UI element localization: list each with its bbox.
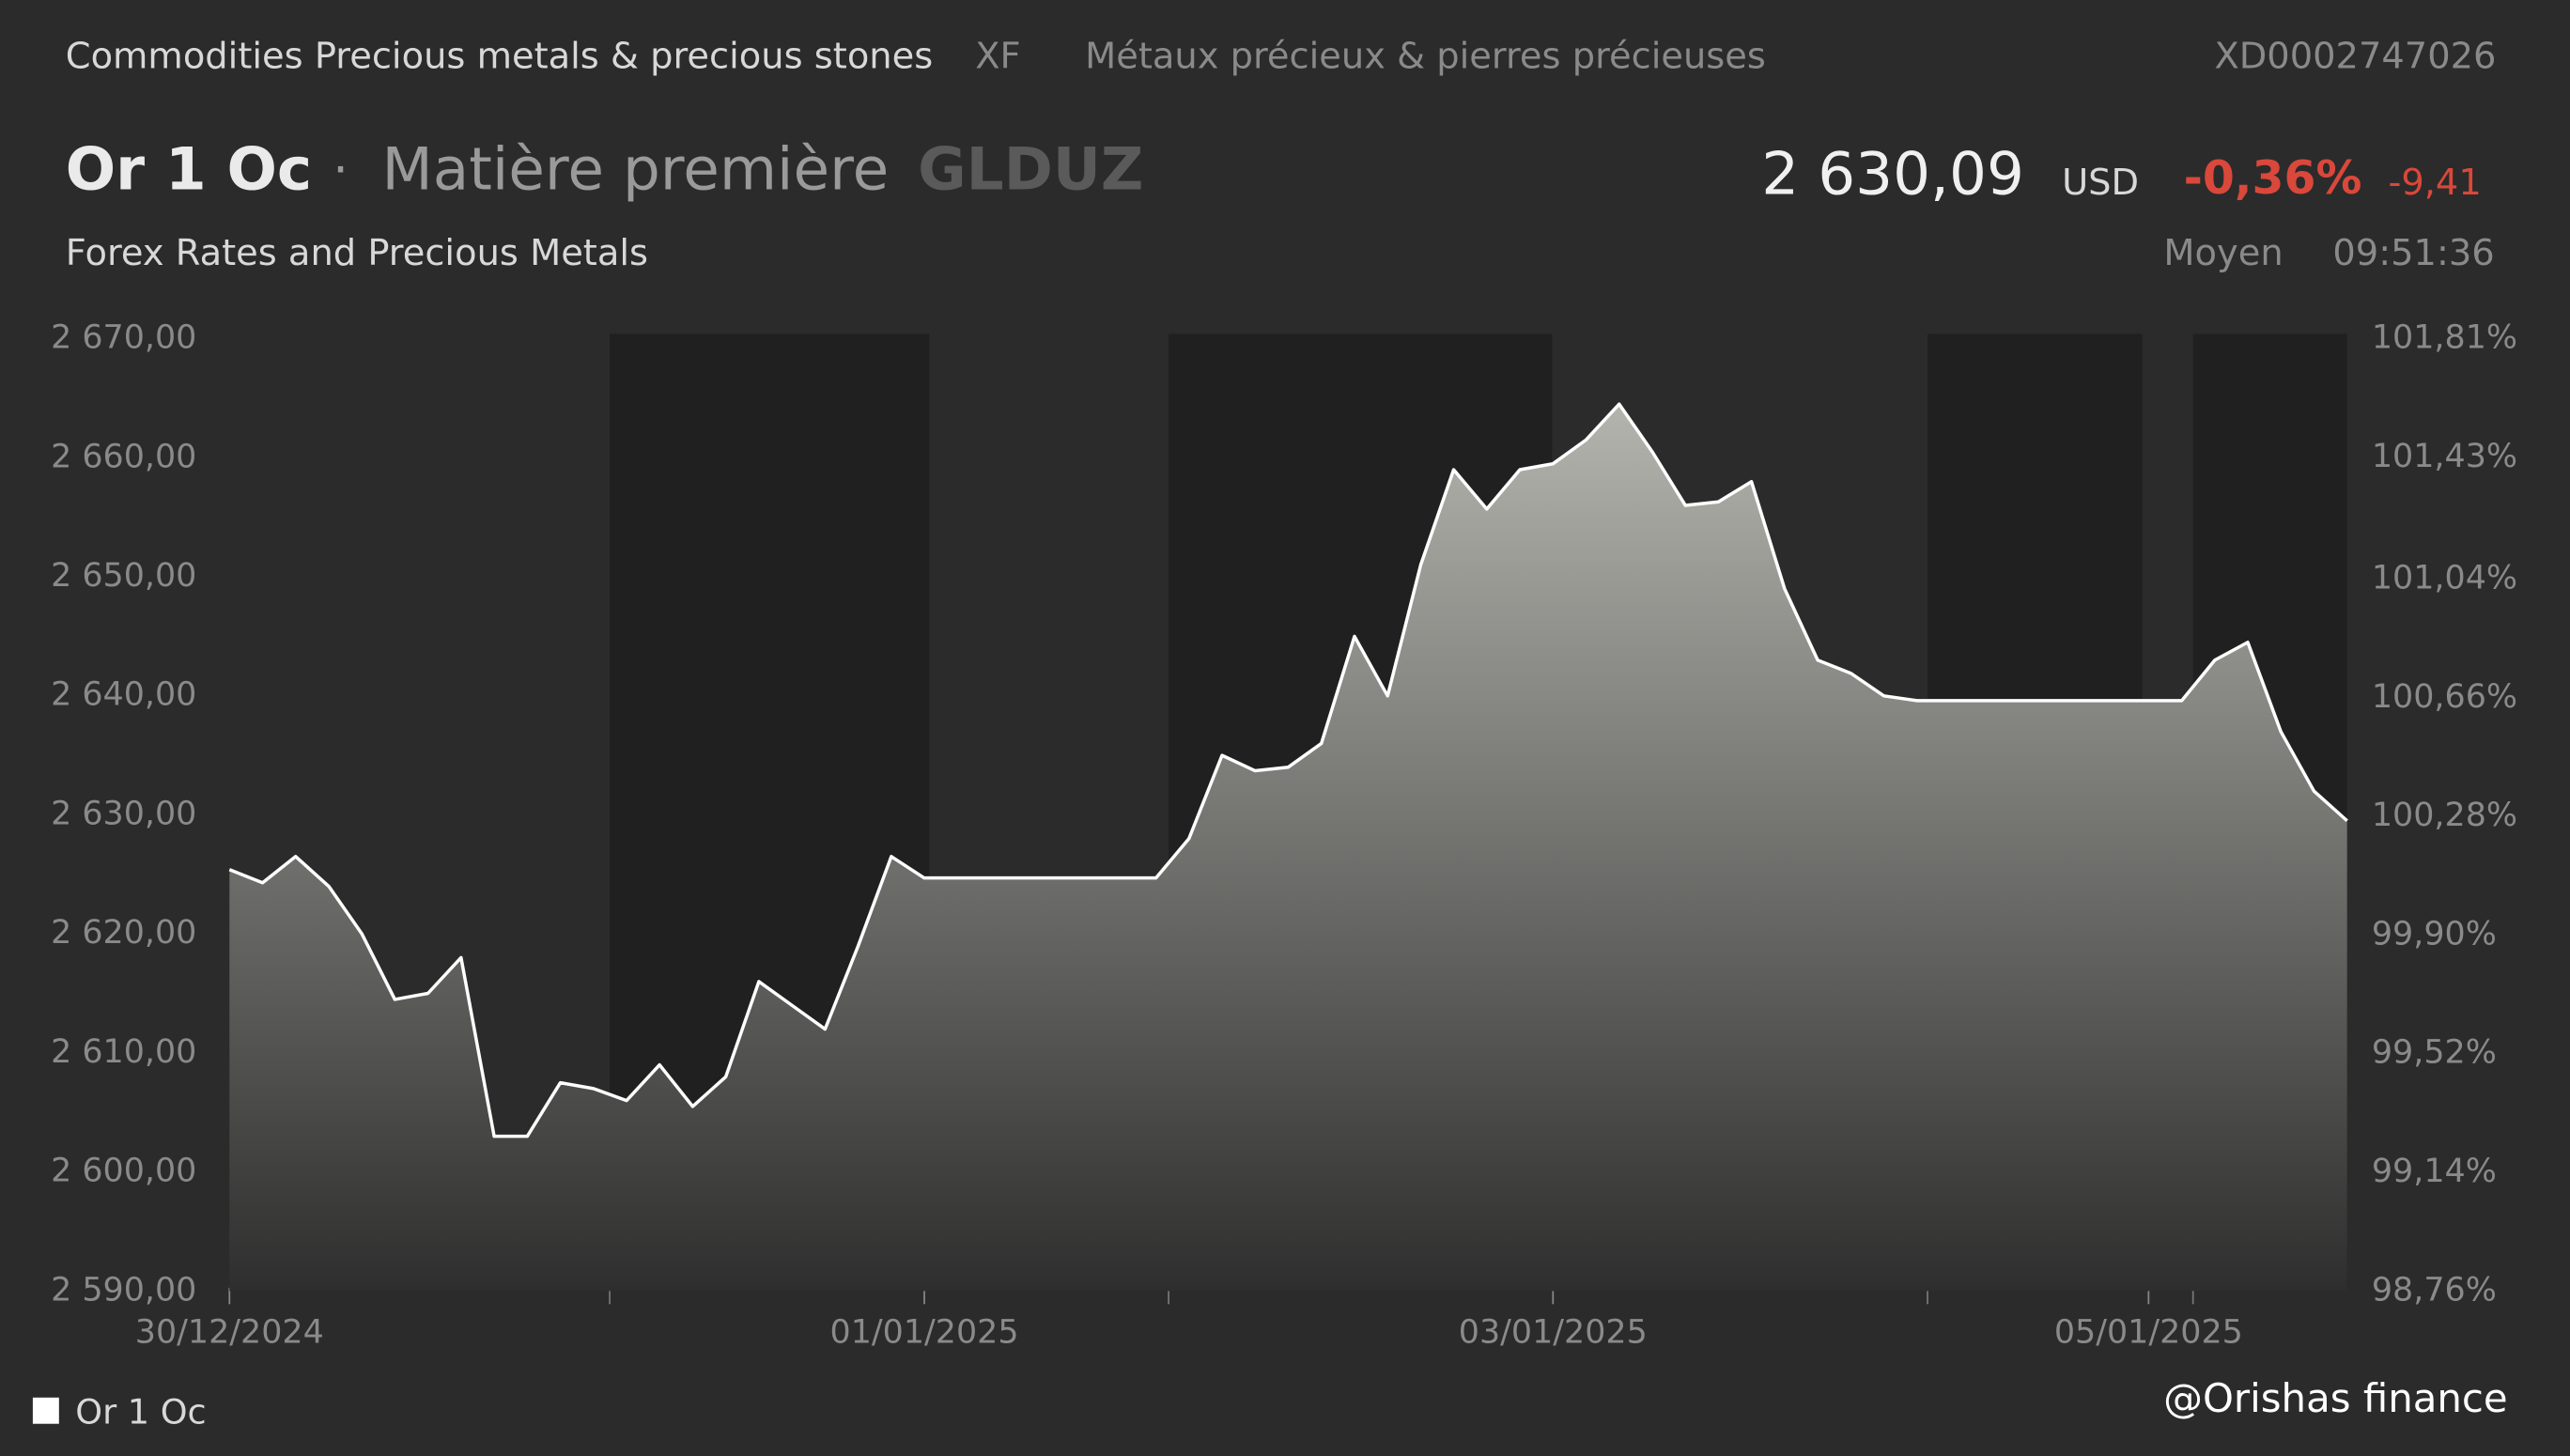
y2-tick-label: 100,66% <box>2372 678 2517 716</box>
y-tick-label: 2 650,00 <box>51 557 196 595</box>
exchange: XF <box>975 36 1020 78</box>
y-tick-label: 2 620,00 <box>51 914 196 952</box>
change: -9,41 <box>2388 162 2481 204</box>
change-pct: -0,36% <box>2184 151 2362 205</box>
y2-tick-label: 99,14% <box>2372 1153 2497 1190</box>
x-tick-label: 30/12/2024 <box>135 1314 324 1352</box>
price-type: Moyen <box>2163 232 2283 274</box>
currency: USD <box>2062 162 2139 204</box>
y-tick-label: 2 630,00 <box>51 795 196 832</box>
ticker: GLDUZ <box>918 134 1143 203</box>
price: 2 630,09 <box>1761 140 2024 209</box>
separator: · <box>333 141 348 198</box>
y-tick-label: 2 610,00 <box>51 1033 196 1071</box>
source: Forex Rates and Precious Metals <box>66 232 648 274</box>
y-tick-label: 2 590,00 <box>51 1271 196 1309</box>
y2-tick-label: 101,81% <box>2372 319 2517 357</box>
y-tick-label: 2 660,00 <box>51 438 196 475</box>
breadcrumb[interactable]: Commodities Precious metals & precious s… <box>66 36 933 78</box>
breadcrumb-fr: Métaux précieux & pierres précieuses <box>1085 36 1766 78</box>
watermark: @Orishas finance <box>2163 1375 2508 1421</box>
y2-tick-label: 99,52% <box>2372 1034 2497 1072</box>
price-line <box>228 402 2348 1138</box>
y2-tick-label: 99,90% <box>2372 915 2497 953</box>
y-tick-label: 2 640,00 <box>51 676 196 714</box>
y2-tick-label: 98,76% <box>2372 1271 2497 1309</box>
y-tick-label: 2 600,00 <box>51 1153 196 1190</box>
legend-swatch <box>32 1397 59 1424</box>
instrument-name: Or 1 Oc <box>66 134 312 203</box>
y2-tick-label: 101,43% <box>2372 438 2517 475</box>
isin: XD0002747026 <box>2214 36 2496 78</box>
y2-tick-label: 101,04% <box>2372 560 2517 597</box>
time: 09:51:36 <box>2332 232 2494 274</box>
y2-tick-label: 100,28% <box>2372 797 2517 834</box>
legend-label: Or 1 Oc <box>75 1392 206 1433</box>
x-tick-label: 05/01/2025 <box>2054 1314 2243 1352</box>
instrument-kind: Matière première <box>382 134 890 203</box>
area-fill <box>229 404 2347 1292</box>
x-tick-label: 01/01/2025 <box>830 1314 1019 1352</box>
y-tick-label: 2 670,00 <box>51 319 196 357</box>
x-tick-label: 03/01/2025 <box>1459 1314 1648 1352</box>
